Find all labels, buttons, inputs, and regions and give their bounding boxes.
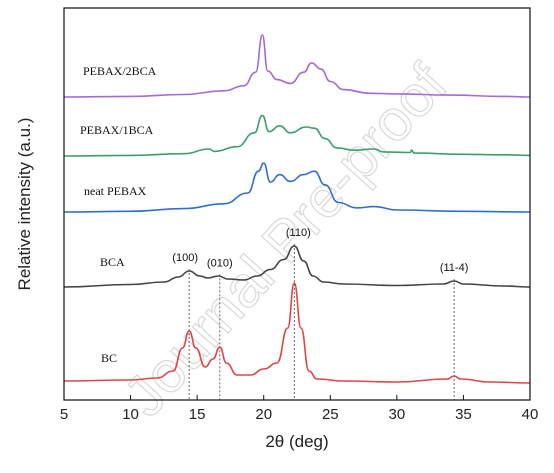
- x-tick-label: 20: [255, 406, 272, 423]
- series-line-bca: [63, 245, 531, 288]
- series-label: PEBAX/2BCA: [83, 64, 157, 78]
- x-tick-label: 35: [455, 406, 472, 423]
- xrd-curves: [63, 34, 531, 384]
- series-label: neat PEBAX: [84, 184, 147, 198]
- watermark-text: Journal Pre-proof: [111, 52, 460, 429]
- x-axis-label: 2θ (deg): [265, 432, 328, 451]
- x-tick-label: 10: [122, 406, 139, 423]
- peak-labels: (100) (010) (110) (11-4): [172, 227, 468, 274]
- peak-label: (11-4): [440, 262, 469, 274]
- series-line-neat-pebax: [63, 162, 531, 213]
- peak-label: (010): [207, 257, 233, 269]
- peak-guide-lines: [188, 244, 455, 400]
- peak-label: (100): [172, 252, 198, 264]
- plot-frame: [63, 7, 531, 401]
- x-tick-label: 25: [322, 406, 339, 423]
- x-axis-ticks: 5 10 15 20 25 30 35 40: [60, 395, 539, 423]
- series-label: BCA: [100, 255, 125, 269]
- series-label: BC: [101, 351, 117, 365]
- series-label: PEBAX/1BCA: [80, 123, 154, 137]
- series-line-pebax-1bca: [63, 114, 531, 157]
- x-tick-label: 5: [60, 406, 68, 423]
- watermark: Journal Pre-proof: [111, 51, 461, 429]
- y-axis-label: Relative intensity (a.u.): [15, 118, 34, 291]
- series-labels: PEBAX/2BCA PEBAX/1BCA neat PEBAX BCA BC: [80, 64, 157, 365]
- series-line-bc: [63, 282, 531, 384]
- x-tick-label: 30: [389, 406, 406, 423]
- x-tick-label: 40: [522, 406, 539, 423]
- x-tick-label: 15: [189, 406, 206, 423]
- peak-label: (110): [286, 227, 311, 239]
- series-line-pebax-2bca: [63, 34, 531, 98]
